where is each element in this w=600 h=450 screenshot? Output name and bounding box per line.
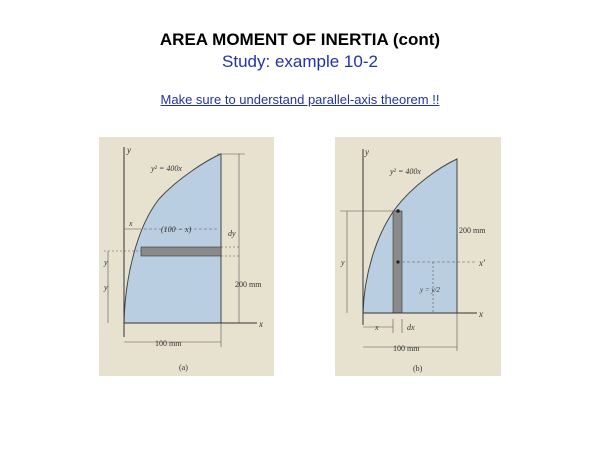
figure-a-caption: (a): [179, 363, 188, 372]
figure-b-diagram: y x x′ y² = 400x 200 mm y y = y/2 x dx 1…: [340, 147, 486, 373]
slide-title: AREA MOMENT OF INERTIA (cont): [159, 30, 441, 49]
figure-a-y-axis-label: y: [126, 145, 131, 155]
figure-a-strip-dim-label: (100 − x): [161, 225, 192, 234]
figure-b-width-dim-label: 100 mm: [393, 344, 420, 353]
figure-a-strip: [140, 246, 222, 257]
figure-a-panel: y x y² = 400x x (100 − x) dy y y 200 mm …: [99, 137, 274, 376]
figure-a-x-dim-label: x: [128, 219, 133, 228]
figure-b-y-axis-label: y: [364, 147, 369, 157]
figure-b-caption: (b): [413, 364, 423, 373]
figure-b-y-dim-label: y: [340, 258, 345, 267]
figure-a-width-dim-label: 100 mm: [155, 339, 182, 348]
figure-b-x-dim-label: x: [374, 323, 379, 332]
figure-b-dx-label: dx: [407, 323, 415, 332]
figure-a-x-axis-label: x: [258, 319, 263, 329]
slide-subtitle: Study: example 10-2: [222, 52, 378, 71]
figure-a-dy-label: dy: [228, 229, 236, 238]
figure-a-y-dim2-label: y: [103, 283, 108, 292]
figure-a-area: [123, 153, 222, 324]
figure-a-curve-label: y² = 400x: [150, 164, 182, 173]
figure-a-height-dim-label: 200 mm: [235, 280, 262, 289]
figure-b-area: [362, 158, 458, 314]
parallel-axis-link[interactable]: Make sure to understand parallel-axis th…: [160, 92, 440, 107]
figure-b-centroid-label: y = y/2: [419, 286, 440, 294]
figure-b-x-axis-label: x: [478, 309, 483, 319]
figure-b-xprime-axis-label: x′: [478, 258, 486, 268]
figure-b-curve-label: y² = 400x: [389, 167, 421, 176]
figure-a-diagram: y x y² = 400x x (100 − x) dy y y 200 mm …: [103, 145, 263, 372]
figure-b-centroid-point: [396, 260, 400, 264]
figure-b-strip-top-point: [396, 209, 400, 213]
figure-a-y-dim-label: y: [103, 258, 108, 267]
figure-b-panel: y x x′ y² = 400x 200 mm y y = y/2 x dx 1…: [335, 137, 501, 376]
figure-b-height-dim-label: 200 mm: [459, 226, 486, 235]
